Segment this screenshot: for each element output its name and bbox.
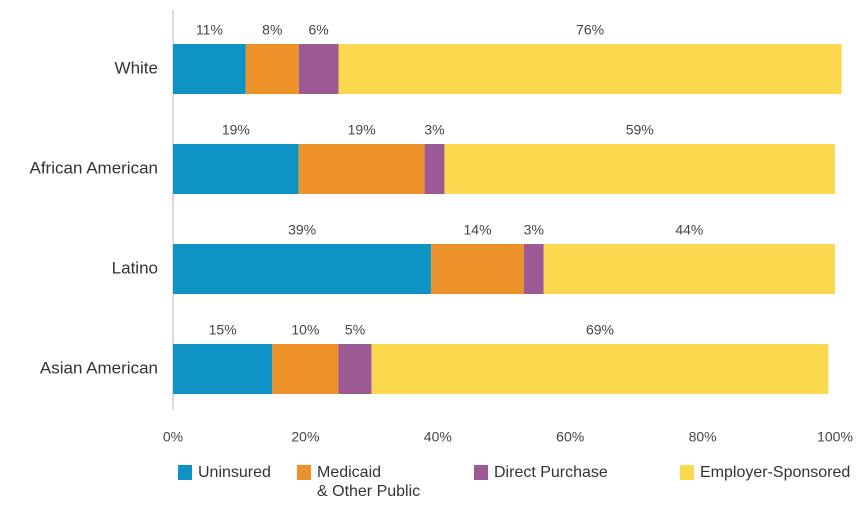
- value-label: 59%: [626, 122, 654, 138]
- bar-segment: [338, 344, 372, 394]
- value-label: 3%: [524, 222, 544, 238]
- bar-segment: [173, 344, 273, 394]
- value-label: 44%: [675, 222, 703, 238]
- bar-segment: [298, 44, 339, 94]
- x-tick-label: 60%: [556, 429, 584, 445]
- x-tick-label: 100%: [817, 429, 853, 445]
- x-tick-label: 0%: [163, 429, 183, 445]
- value-label: 39%: [288, 222, 316, 238]
- bar-segment: [543, 244, 835, 294]
- category-label: Asian American: [40, 358, 158, 377]
- bar-segment: [523, 244, 544, 294]
- bar-segment: [272, 344, 339, 394]
- value-label: 11%: [196, 22, 223, 38]
- category-label: Latino: [112, 258, 158, 277]
- value-label: 76%: [576, 22, 604, 38]
- value-label: 3%: [424, 122, 444, 138]
- x-tick-label: 20%: [291, 429, 319, 445]
- bar-segment: [444, 144, 835, 194]
- value-label: 19%: [348, 122, 376, 138]
- category-label: African American: [30, 158, 159, 177]
- bar-segment: [371, 344, 829, 394]
- bar-segment: [173, 244, 432, 294]
- bar-segment: [173, 44, 246, 94]
- x-tick-label: 80%: [689, 429, 717, 445]
- bar-segment: [424, 144, 445, 194]
- value-label: 15%: [209, 322, 237, 338]
- category-label: White: [115, 58, 158, 77]
- value-label: 6%: [309, 22, 329, 38]
- value-label: 19%: [222, 122, 250, 138]
- value-label: 10%: [291, 322, 319, 338]
- bar-segment: [245, 44, 299, 94]
- value-label: 5%: [345, 322, 365, 338]
- bar-segment: [338, 44, 842, 94]
- bar-segment: [431, 244, 524, 294]
- x-tick-label: 40%: [424, 429, 452, 445]
- bar-segment: [173, 144, 299, 194]
- value-label: 69%: [586, 322, 614, 338]
- bar-segment: [298, 144, 425, 194]
- value-label: 8%: [262, 22, 282, 38]
- value-label: 14%: [464, 222, 492, 238]
